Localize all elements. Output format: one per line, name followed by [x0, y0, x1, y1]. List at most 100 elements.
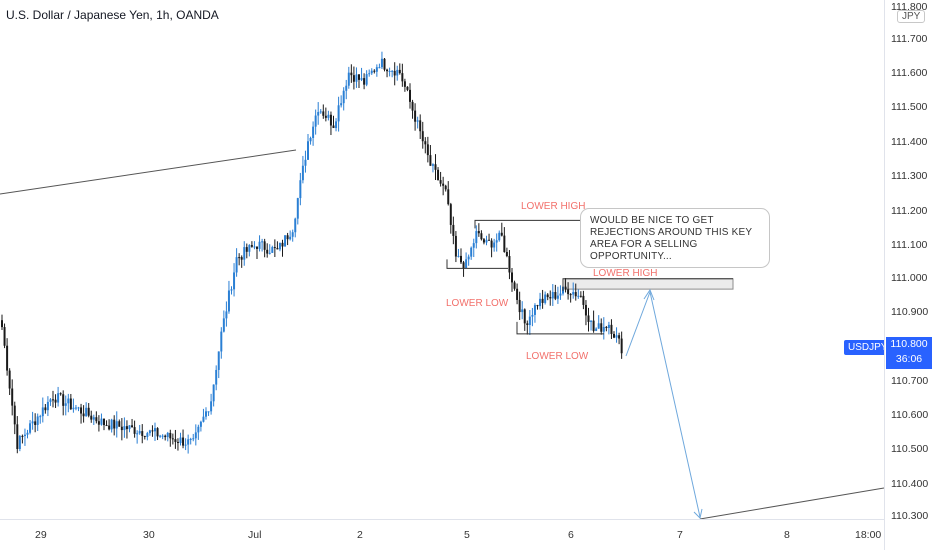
- candle-body: [13, 405, 16, 425]
- candle-body: [62, 394, 65, 406]
- candle-body: [513, 282, 516, 289]
- candle-body: [391, 70, 394, 72]
- candle-body: [271, 247, 274, 253]
- candle-body: [421, 131, 424, 142]
- candle-body: [250, 245, 253, 247]
- price-tick: 111.600: [891, 67, 928, 79]
- candle-body: [373, 70, 376, 72]
- candle-body: [281, 242, 284, 247]
- candle-body: [115, 421, 118, 429]
- candle-body: [317, 112, 320, 116]
- candle-body: [403, 81, 406, 87]
- candle-body: [536, 305, 539, 307]
- candle-body: [95, 417, 98, 422]
- callout-line: WOULD BE NICE TO GET: [590, 215, 714, 226]
- candle-body: [57, 393, 60, 403]
- candle-body: [304, 159, 307, 166]
- candle-body: [64, 403, 67, 406]
- lower-low-line-2: [516, 321, 604, 335]
- candle-body: [462, 262, 465, 269]
- candle-body: [72, 407, 75, 410]
- candle-body: [309, 137, 312, 142]
- candle-body: [312, 126, 315, 138]
- candle-body: [52, 399, 54, 401]
- candle-body: [261, 241, 264, 243]
- candle-body: [243, 247, 246, 260]
- candle-body: [141, 431, 144, 436]
- candle-body: [80, 407, 83, 414]
- candle-body: [375, 67, 378, 72]
- time-tick: 18:00: [855, 529, 882, 541]
- candle-body: [301, 165, 304, 181]
- candle-body: [350, 72, 353, 76]
- candle-body: [268, 252, 271, 254]
- price-tick: 111.200: [891, 205, 928, 217]
- candle-body: [258, 241, 261, 249]
- candle-body: [460, 255, 462, 263]
- candle-body: [85, 407, 88, 417]
- candle-body: [488, 239, 491, 241]
- candle-body: [131, 425, 134, 428]
- candle-body: [227, 290, 230, 312]
- candle-body: [77, 407, 80, 409]
- candle-body: [493, 242, 496, 248]
- price-tick: 110.300: [891, 510, 929, 522]
- time-tick: 2: [357, 529, 363, 541]
- candle-body: [54, 399, 57, 403]
- candle-body: [472, 243, 475, 248]
- candle-body: [465, 259, 468, 269]
- callout-line: AREA FOR A SELLING OPPORTUNITY...: [590, 239, 698, 262]
- price-tick: 111.800: [891, 1, 928, 13]
- candle-body: [6, 345, 9, 371]
- candle-body: [424, 141, 427, 145]
- candle-body: [128, 425, 131, 430]
- price-tick: 111.700: [891, 33, 928, 45]
- time-tick: 29: [35, 529, 47, 541]
- symbol-title: U.S. Dollar / Japanese Yen, 1h, OANDA: [6, 8, 219, 22]
- callout-note[interactable]: WOULD BE NICE TO GET REJECTIONS AROUND T…: [580, 208, 770, 268]
- candle-body: [136, 433, 139, 435]
- candle-body: [256, 246, 258, 249]
- candle-body: [406, 86, 409, 90]
- candle-body: [500, 232, 503, 236]
- candle-body: [1, 320, 3, 328]
- time-tick: 5: [464, 529, 470, 541]
- candle-body: [449, 204, 452, 225]
- candle-body: [592, 320, 595, 331]
- candle-body: [347, 72, 350, 86]
- candle-body: [207, 411, 210, 413]
- candle-body: [360, 78, 363, 80]
- chart-canvas[interactable]: [0, 0, 884, 519]
- candle-body: [103, 418, 105, 426]
- candle-body: [595, 328, 598, 331]
- price-tick: 111.500: [891, 101, 928, 113]
- chart-area[interactable]: U.S. Dollar / Japanese Yen, 1h, OANDA LO…: [0, 0, 884, 519]
- candle-body: [34, 421, 37, 425]
- candle-body: [110, 419, 113, 430]
- candle-body: [342, 90, 345, 104]
- candle-body: [439, 180, 442, 184]
- candle-body: [171, 438, 174, 440]
- candle-body: [69, 398, 72, 410]
- candle-body: [284, 235, 287, 247]
- candle-body: [452, 224, 455, 236]
- candle-body: [123, 426, 126, 431]
- candle-body: [324, 115, 327, 118]
- candle-body: [240, 257, 243, 260]
- candle-body: [503, 235, 506, 253]
- candle-body: [577, 295, 580, 297]
- time-axis[interactable]: [0, 519, 884, 551]
- candle-body: [434, 164, 437, 170]
- candle-body: [419, 120, 422, 132]
- time-tick: 8: [784, 529, 790, 541]
- price-tick: 110.900: [891, 306, 929, 318]
- time-tick: 7: [677, 529, 683, 541]
- candle-body: [618, 335, 621, 339]
- candle-body: [411, 101, 414, 111]
- price-tick: 111.300: [891, 170, 928, 182]
- candle-body: [16, 424, 19, 449]
- candle-body: [276, 248, 279, 250]
- currency-badge[interactable]: JPY: [897, 10, 926, 23]
- candle-body: [541, 298, 544, 303]
- price-axis[interactable]: [884, 0, 932, 550]
